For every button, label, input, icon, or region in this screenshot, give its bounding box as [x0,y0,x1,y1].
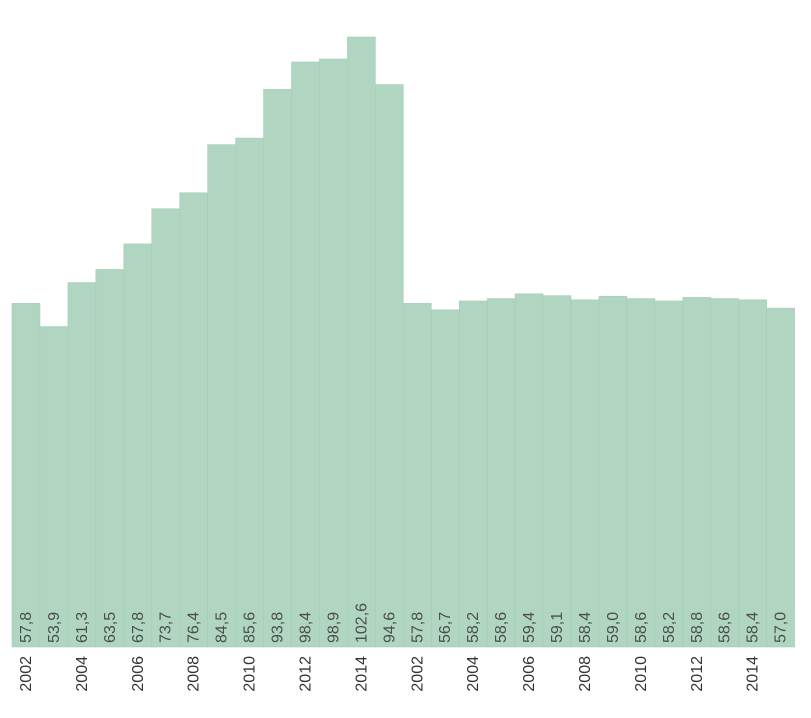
value-label-4: 63,5 [102,612,119,643]
value-label-21: 58,4 [577,612,594,643]
value-label-16: 56,7 [437,612,454,643]
value-label-2: 53,9 [46,612,63,643]
x-axis-tick-labels: 2002 2004 2006 2008 2010 2012 2014 2002 2004 2006… [18,656,762,692]
x-tick-label-19: 2006 [521,656,538,692]
value-label-10: 93,8 [270,612,287,643]
x-tick-label-9: 2010 [242,656,259,692]
value-label-11: 98,4 [297,612,314,643]
value-label-14: 94,6 [381,612,398,643]
bar-7 [179,192,208,648]
bar-14 [375,84,404,648]
bar-10 [263,89,292,648]
value-label-12: 98,9 [325,612,342,643]
value-label-1: 57,8 [18,612,35,643]
bar-22 [598,295,628,648]
x-tick-label-11: 2012 [297,656,314,692]
value-label-17: 58,2 [465,612,482,643]
value-label-25: 58,8 [689,612,706,643]
bar-19 [514,293,544,648]
bar-17 [458,300,488,648]
value-label-18: 58,6 [493,612,510,643]
value-label-8: 84,5 [214,612,231,643]
x-tick-label-23: 2010 [633,656,650,692]
value-label-6: 73,7 [158,612,175,643]
x-tick-label-3: 2004 [74,656,91,692]
value-label-27: 58,4 [745,612,762,643]
value-label-9: 85,6 [242,612,259,643]
bar-16 [430,309,460,648]
bar-27 [738,299,767,648]
x-tick-label-17: 2004 [465,656,482,692]
x-tick-label-5: 2006 [130,656,147,692]
bar-4 [95,269,125,648]
value-labels-group: 57,8 53,9 61,3 63,5 67,8 73,7 76,4 84,5 85,6 93,8… [18,603,790,643]
value-label-22: 59,0 [605,612,622,643]
value-label-5: 67,8 [130,612,147,643]
bar-8 [207,144,236,648]
value-label-3: 61,3 [74,612,91,643]
bar-6 [151,208,181,648]
value-label-24: 58,2 [661,612,678,643]
x-tick-label-7: 2008 [186,656,203,692]
x-tick-label-13: 2014 [353,656,370,692]
bar-11 [291,61,320,648]
bar-3 [67,282,97,648]
bar-15 [402,303,432,648]
bar-28 [766,307,795,648]
bar-24 [654,300,684,648]
value-label-26: 58,6 [717,612,734,643]
value-label-13: 102,6 [353,603,370,643]
value-label-15: 57,8 [409,612,426,643]
bar-18 [486,298,516,648]
x-tick-label-1: 2002 [18,656,35,692]
bar-2 [39,326,69,648]
bar-26 [710,298,740,648]
value-label-20: 59,1 [549,612,566,643]
bar-25 [682,297,712,648]
bar-5 [123,243,153,648]
value-label-7: 76,4 [186,612,203,643]
bar-20 [542,295,572,648]
bar-23 [626,298,656,648]
bar-9 [235,137,264,648]
x-tick-label-21: 2008 [577,656,594,692]
bars-group [11,36,795,648]
x-tick-label-25: 2012 [689,656,706,692]
value-label-28: 57,0 [773,612,790,643]
x-tick-label-27: 2014 [745,656,762,692]
bar-12 [319,58,348,648]
value-label-23: 58,6 [633,612,650,643]
x-tick-label-15: 2002 [409,656,426,692]
bar-13 [347,36,376,648]
value-label-19: 59,4 [521,612,538,643]
bar-1 [11,303,41,648]
bar-21 [570,299,600,648]
